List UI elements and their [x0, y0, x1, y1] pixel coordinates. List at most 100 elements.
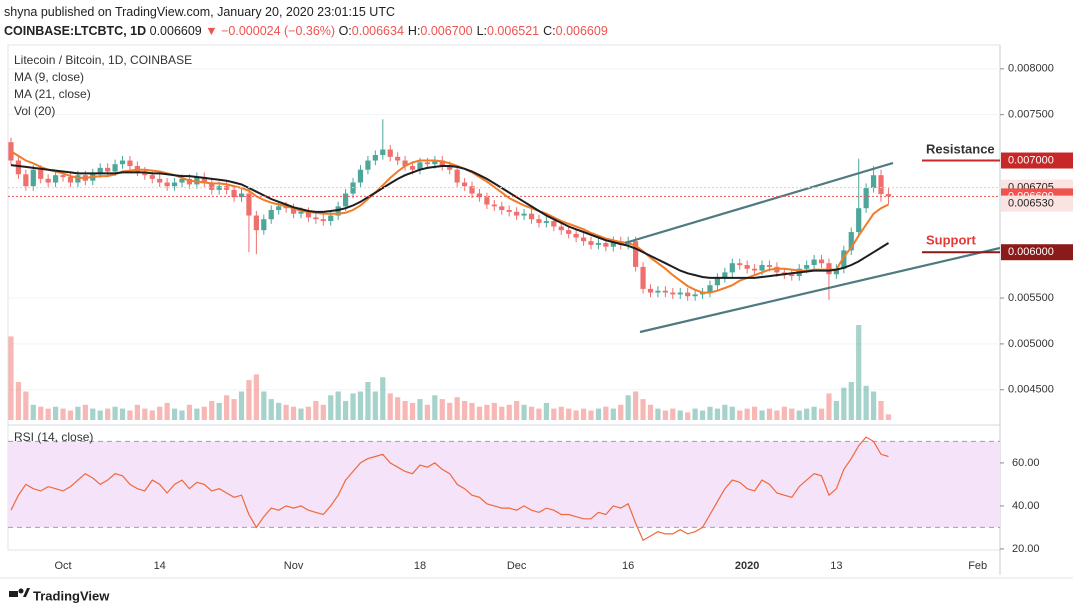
volume-bar	[97, 410, 103, 420]
volume-bar	[536, 408, 542, 420]
candle-body	[38, 169, 44, 179]
volume-bar	[253, 374, 259, 420]
volume-bar	[231, 399, 237, 420]
x-tick-label: 16	[622, 560, 634, 572]
candle-body	[863, 188, 869, 209]
volume-bar	[588, 410, 594, 420]
volume-bar	[417, 399, 423, 420]
candle-body	[30, 169, 36, 187]
volume-bar	[328, 395, 334, 420]
candle-body	[885, 194, 892, 197]
price-tag-label: 0.007000	[1008, 154, 1054, 166]
candle-body	[112, 164, 118, 172]
volume-bar	[402, 401, 408, 420]
volume-bar	[647, 404, 654, 420]
candle-body	[692, 294, 698, 297]
candle-body	[499, 206, 505, 211]
candle-body	[491, 204, 497, 207]
legend-symbol: Litecoin / Bitcoin, 1D, COINBASE	[14, 53, 192, 67]
candle-body	[387, 149, 393, 157]
candle-body	[841, 250, 847, 269]
candle-body	[395, 156, 401, 161]
volume-bar	[45, 408, 51, 420]
candle-body	[343, 193, 349, 207]
candle-body	[759, 265, 765, 271]
volume-bar	[722, 404, 728, 420]
candle-body	[216, 186, 222, 190]
volume-bar	[320, 404, 326, 420]
volume-bar	[90, 408, 96, 420]
candle-body	[261, 219, 267, 231]
x-tick-label: 13	[830, 560, 842, 572]
candle-body	[253, 215, 259, 231]
candle-body	[536, 219, 542, 223]
volume-bar	[149, 410, 155, 420]
volume-bar	[781, 406, 787, 420]
volume-bar	[774, 410, 780, 420]
candle-body	[424, 162, 431, 165]
grid: Oct 14 Nov 18 Dec 16 2020 13 Feb 0.008000 0.007500…	[8, 63, 1054, 572]
volume-bar	[506, 404, 512, 420]
candle-body	[201, 177, 207, 183]
volume-bar	[729, 406, 735, 420]
volume-bar	[246, 380, 252, 420]
candle-body	[469, 186, 475, 194]
rsi-tick-label: 20.00	[1012, 543, 1040, 555]
candle-body	[246, 193, 252, 216]
candle-body	[789, 274, 795, 277]
candle-body	[313, 217, 319, 220]
volume-bar	[127, 410, 133, 420]
volume-bar	[685, 412, 691, 420]
candle-body	[15, 160, 22, 175]
ma-line	[10, 150, 889, 294]
price-tag	[1001, 152, 1073, 169]
volume-bar	[655, 408, 661, 420]
quote-line: COINBASE:LTCBTC, 1D 0.006609 ▼ −0.000024…	[4, 22, 612, 41]
volume-bar	[484, 404, 490, 420]
candle-body	[595, 243, 602, 245]
candle-body	[670, 292, 676, 295]
candle-body	[662, 290, 668, 293]
candle-body	[380, 149, 386, 156]
candle-body	[328, 215, 334, 222]
y-tick-label: 0.007500	[1008, 109, 1054, 121]
volume-bar	[105, 408, 111, 420]
volume-bar	[60, 408, 66, 420]
candle-body	[439, 160, 445, 167]
volume-bar	[112, 406, 118, 420]
x-tick-label: Nov	[284, 560, 304, 572]
candle-body	[856, 208, 862, 233]
volume-bar	[38, 406, 44, 420]
candle-body	[224, 186, 230, 190]
volume-bar	[833, 401, 840, 420]
candle-body	[45, 178, 51, 183]
candle-body	[476, 193, 483, 198]
candle-body	[647, 288, 654, 293]
volume-bar	[372, 391, 378, 420]
volume-bar	[283, 404, 289, 420]
candle-body	[655, 290, 661, 293]
volume-bar	[15, 382, 22, 420]
volume-bar	[224, 395, 230, 420]
ma-line	[10, 164, 890, 279]
volume-bar	[603, 406, 609, 420]
candle-body	[209, 182, 215, 190]
legend-ma9: MA (9, close)	[14, 70, 84, 84]
candle-body	[729, 263, 735, 273]
volume-bar	[566, 408, 572, 420]
volume-bar	[432, 395, 438, 420]
volume-bar	[804, 408, 810, 420]
candle-body	[97, 167, 103, 174]
volume-bar	[662, 410, 668, 420]
rsi-band	[8, 441, 1000, 528]
volume-bar	[580, 408, 587, 420]
candle-body	[610, 241, 616, 247]
volume-bar	[8, 336, 14, 420]
volume-bar	[380, 377, 386, 420]
volume-bar	[699, 410, 706, 420]
volume-bar	[454, 397, 460, 420]
candle-body	[804, 265, 810, 269]
volume-bar	[357, 391, 364, 420]
volume-bar	[268, 399, 274, 420]
